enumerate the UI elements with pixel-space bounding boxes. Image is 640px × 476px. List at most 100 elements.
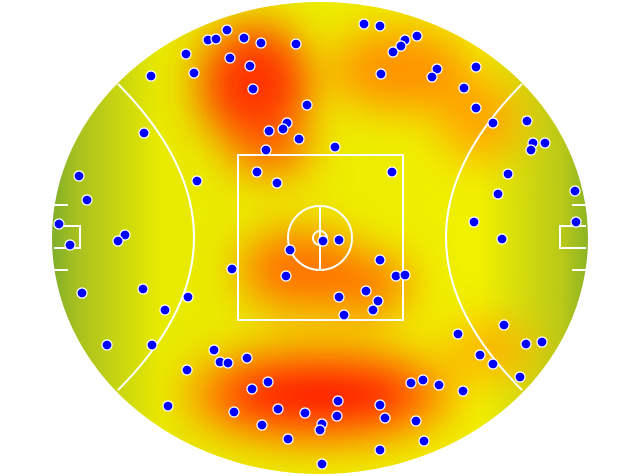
point: [280, 270, 292, 282]
point: [53, 218, 65, 230]
point: [418, 435, 430, 447]
point: [379, 412, 391, 424]
point: [256, 419, 268, 431]
point: [251, 166, 263, 178]
point: [487, 358, 499, 370]
point: [224, 52, 236, 64]
point: [375, 68, 387, 80]
point: [410, 415, 422, 427]
point: [386, 166, 398, 178]
point: [521, 115, 533, 127]
point: [255, 37, 267, 49]
point: [331, 410, 343, 422]
point: [374, 444, 386, 456]
point: [405, 377, 417, 389]
point: [272, 403, 284, 415]
point: [301, 99, 313, 111]
point: [188, 67, 200, 79]
point: [569, 185, 581, 197]
point: [502, 168, 514, 180]
point: [299, 407, 311, 419]
point: [73, 170, 85, 182]
point: [458, 82, 470, 94]
point: [293, 133, 305, 145]
point: [290, 38, 302, 50]
point: [159, 304, 171, 316]
point: [228, 406, 240, 418]
point: [271, 177, 283, 189]
point: [119, 229, 131, 241]
point: [470, 102, 482, 114]
point: [246, 383, 258, 395]
point: [76, 287, 88, 299]
point: [496, 233, 508, 245]
field-lines: [54, 83, 586, 391]
point: [338, 309, 350, 321]
point: [284, 244, 296, 256]
point: [525, 144, 537, 156]
point: [374, 399, 386, 411]
point: [487, 117, 499, 129]
point: [282, 433, 294, 445]
point: [81, 194, 93, 206]
point: [244, 60, 256, 72]
point: [457, 385, 469, 397]
point: [101, 339, 113, 351]
point: [180, 48, 192, 60]
point: [426, 71, 438, 83]
point: [470, 61, 482, 73]
point: [222, 357, 234, 369]
point: [333, 291, 345, 303]
point: [210, 33, 222, 45]
point: [452, 328, 464, 340]
point: [112, 235, 124, 247]
point: [260, 144, 272, 156]
point: [181, 364, 193, 376]
point: [221, 24, 233, 36]
point: [417, 374, 429, 386]
point: [226, 263, 238, 275]
point: [64, 239, 76, 251]
point: [387, 46, 399, 58]
point: [536, 336, 548, 348]
point: [182, 291, 194, 303]
point: [367, 304, 379, 316]
point: [317, 235, 329, 247]
point: [241, 352, 253, 364]
point: [492, 188, 504, 200]
point: [138, 127, 150, 139]
point: [520, 338, 532, 350]
point: [332, 395, 344, 407]
point: [539, 137, 551, 149]
point: [514, 371, 526, 383]
point: [399, 269, 411, 281]
point: [208, 344, 220, 356]
point: [411, 30, 423, 42]
point: [146, 339, 158, 351]
point: [277, 123, 289, 135]
point: [498, 319, 510, 331]
point: [162, 400, 174, 412]
point: [372, 295, 384, 307]
point: [395, 40, 407, 52]
point: [570, 216, 582, 228]
point: [468, 216, 480, 228]
point: [262, 376, 274, 388]
point: [374, 20, 386, 32]
point: [263, 125, 275, 137]
point: [238, 32, 250, 44]
point: [314, 424, 326, 436]
point: [374, 254, 386, 266]
point: [433, 379, 445, 391]
point: [247, 83, 259, 95]
point: [333, 234, 345, 246]
point: [329, 141, 341, 153]
point: [316, 458, 328, 470]
point: [137, 283, 149, 295]
point: [360, 285, 372, 297]
point: [474, 349, 486, 361]
point: [358, 18, 370, 30]
point: [431, 63, 443, 75]
